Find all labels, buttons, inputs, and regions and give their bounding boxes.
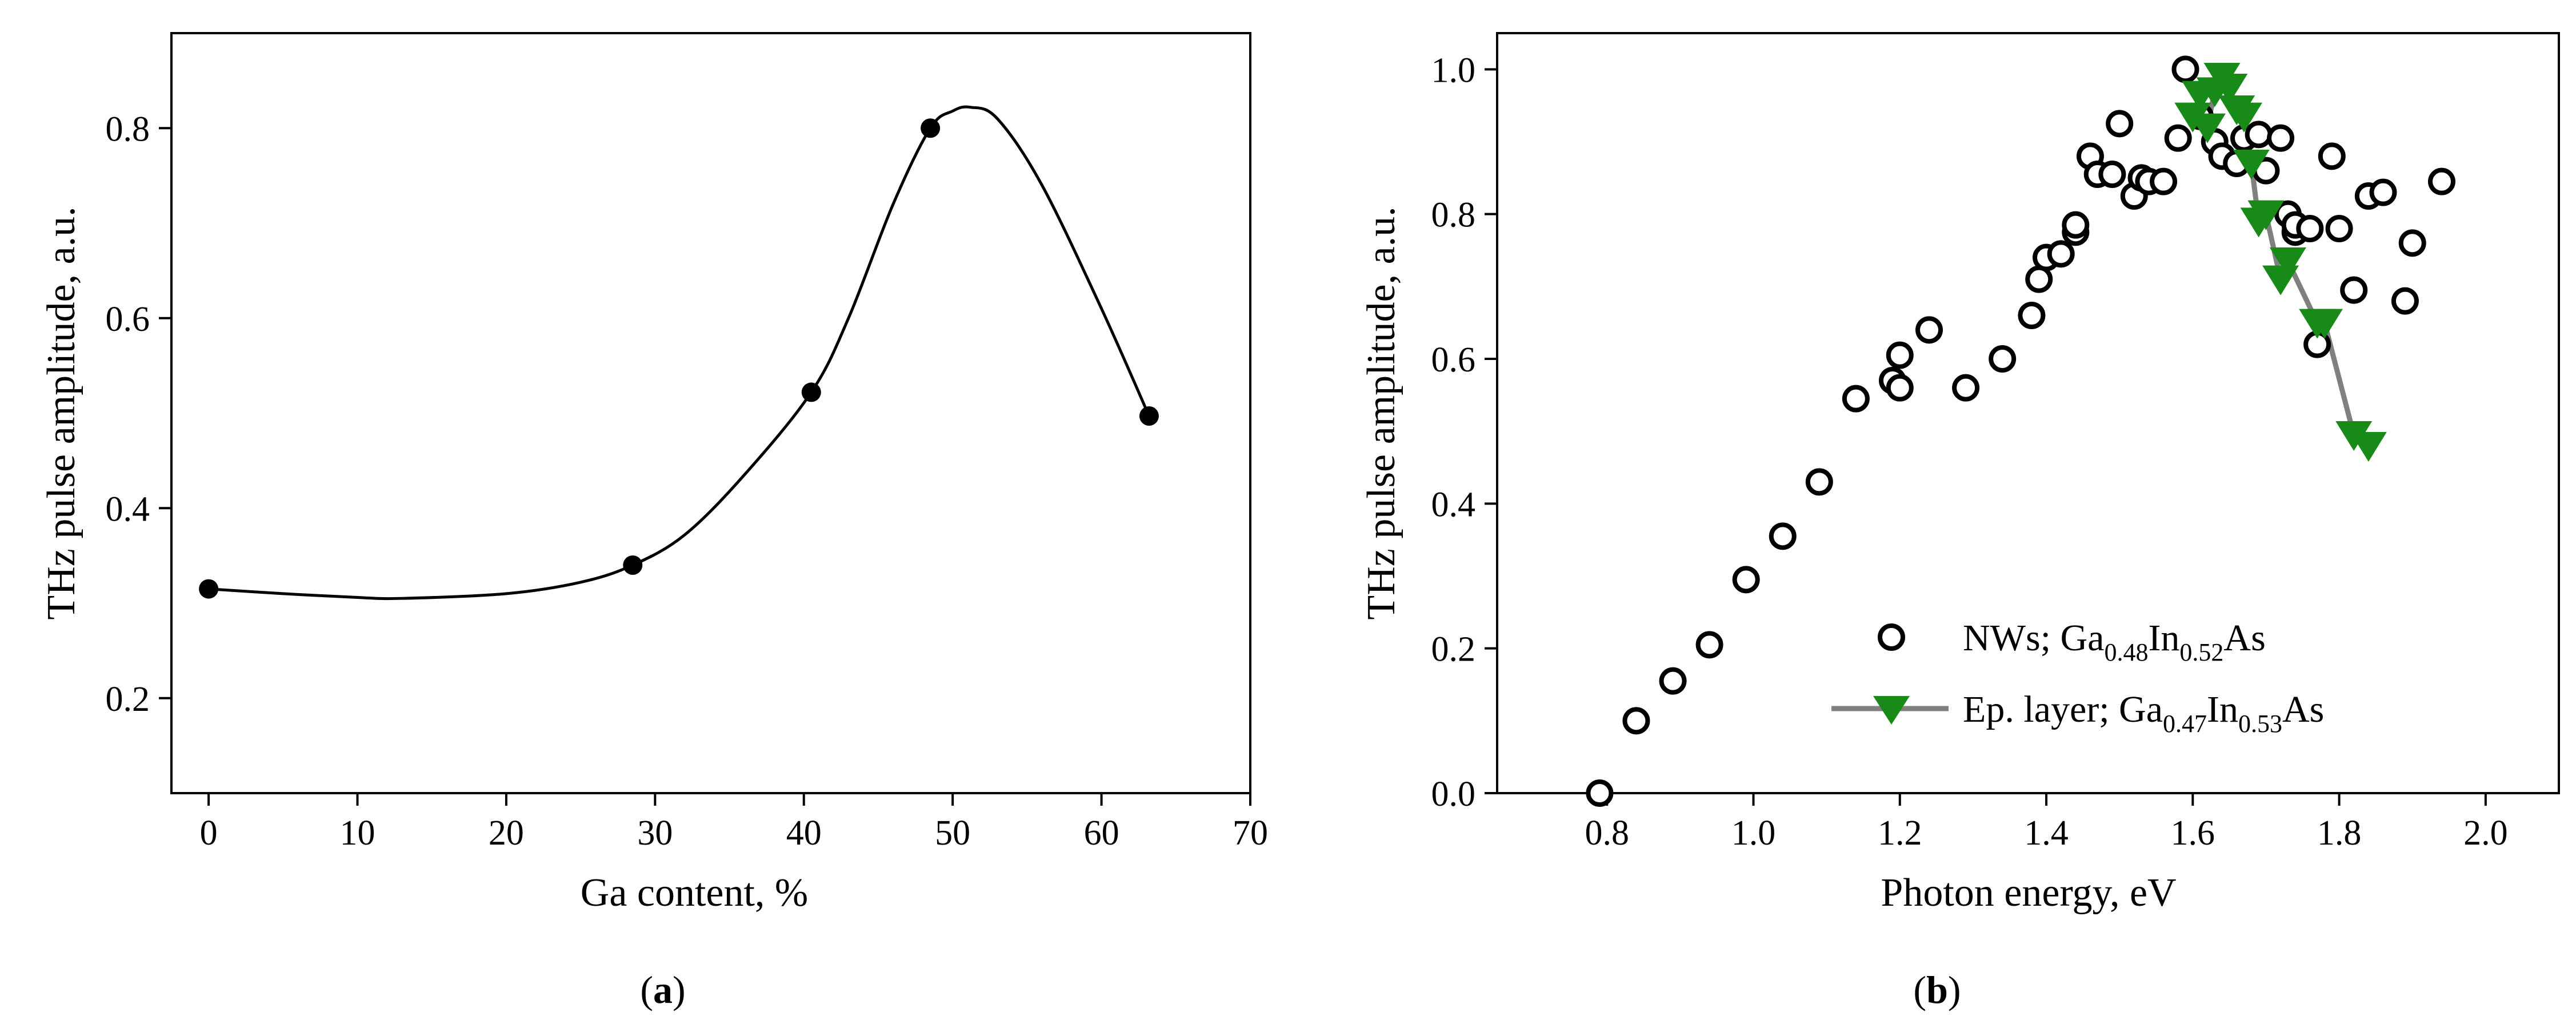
x-axis-label-a: Ga content, % [581,871,808,915]
data-point [1139,406,1159,426]
ep-layer-data-point [2350,432,2387,462]
b-x-tick-label: 1.4 [2024,814,2069,853]
b-x-tick-label: 1.6 [2171,814,2215,853]
nws-data-point [1886,341,1914,369]
nws-data-point [2164,124,2192,152]
b-y-tick-label: 0.0 [1431,775,1476,814]
ep-layer-data-point [2262,265,2299,295]
nws-data-point [2062,211,2090,239]
a-y-tick-label: 0.4 [106,490,150,529]
a-x-tick-label: 20 [489,814,524,853]
nws-data-point [1695,631,1723,659]
ep-layer-data-point [2233,150,2270,179]
plot-frame-b [1496,32,2560,794]
nws-data-point [2018,302,2046,329]
nws-data-point [2150,167,2178,195]
ep-layer-data-point [2306,309,2343,339]
b-y-tick-label: 0.2 [1431,630,1476,669]
axis-ticks-a: 0 10 20 30 40 50 60 70 0.2 0.4 0.6 0.8 [106,110,1269,853]
data-point [623,555,643,575]
nws-data-point [1805,468,1833,496]
legend: NWs; Ga0.48In0.52As Ep. layer; Ga0.47In0… [1831,617,2324,738]
data-point [199,579,219,599]
nws-data-point [1659,667,1687,695]
a-y-tick-label: 0.8 [106,110,150,149]
legend-marker-nws [1878,623,1905,651]
panel-label-b: (b) [1913,968,1961,1011]
nws-data-point [2325,215,2353,242]
nws-data-point [2427,167,2455,195]
data-point [801,382,821,402]
ep-layer-data-point [2189,113,2226,143]
a-x-tick-label: 10 [340,814,375,853]
nws-data-point [2318,142,2346,170]
x-axis-label-b: Photon energy, eV [1881,871,2176,915]
nws-data-point [2171,55,2199,83]
b-y-tick-label: 0.4 [1431,485,1476,524]
nws-data-point [1732,566,1760,594]
nws-data-point [2047,240,2075,268]
a-x-tick-label: 70 [1233,814,1268,853]
legend-marker-ep [1873,696,1910,725]
ep-layer-data-point [2211,74,2248,103]
legend-label-ep: Ep. layer; Ga0.47In0.53As [1963,689,2324,738]
axis-ticks-b: 0.8 1.0 1.2 1.4 1.6 1.8 2.0 0.0 0.2 0.4 0.6 0.8 1.0 [1431,51,2508,853]
nws-data-point [2398,229,2426,257]
legend-label-nws: NWs; Ga0.48In0.52As [1963,617,2266,666]
b-y-tick-label: 1.0 [1431,51,1476,90]
b-x-tick-label: 2.0 [2463,814,2508,853]
ep-layer-data-point [2247,200,2285,230]
y-axis-label-b: THz pulse amplitude, a.u. [1359,206,1403,619]
ep-layer-data-point [2269,247,2306,277]
nws-data-point [1769,522,1797,550]
nws-data-point [2340,276,2368,304]
chart-panel-a: 0 10 20 30 40 50 60 70 0.2 0.4 0.6 0.8 Ga content, … [39,32,1269,1011]
b-x-tick-label: 0.8 [1585,814,1629,853]
b-x-tick-label: 1.8 [2317,814,2362,853]
plot-frame-a [170,32,1251,794]
fit-curve [208,105,1151,601]
a-x-tick-label: 60 [1084,814,1119,853]
a-y-tick-label: 0.6 [106,300,150,339]
a-x-tick-label: 50 [935,814,970,853]
a-y-tick-label: 0.2 [106,680,150,719]
y-axis-label-a: THz pulse amplitude, a.u. [39,206,83,619]
nws-data-point [2267,124,2295,152]
nws-data-point [2296,215,2324,242]
b-y-tick-label: 0.6 [1431,341,1476,379]
nws-data-point [1989,345,2017,373]
b-y-tick-label: 0.8 [1431,196,1476,235]
ep-layer-points [2174,63,2387,462]
nws-data-point [2391,287,2419,315]
nws-data-point [1586,779,1614,807]
a-x-tick-label: 30 [637,814,673,853]
data-point [921,118,941,138]
nws-data-point [1842,385,1870,413]
chart-panel-b: 0.8 1.0 1.2 1.4 1.6 1.8 2.00.00.20.40.60.81.0 … [1359,32,2560,1011]
nws-data-point [1622,707,1650,735]
data-points-a [199,118,1159,599]
nws-data-point [2106,110,2134,138]
nws-data-point [2245,121,2273,149]
nws-data-point [1886,374,1914,402]
b-x-tick-label: 1.0 [1731,814,1776,853]
b-x-tick-label: 1.2 [1878,814,1922,853]
a-x-tick-label: 40 [786,814,822,853]
nws-data-point [2025,265,2053,293]
nws-data-point [1952,374,1980,402]
a-x-tick-label: 0 [200,814,218,853]
ep-layer-data-point [2226,102,2263,133]
nws-data-point [1915,316,1943,344]
panel-label-a: (a) [640,968,685,1011]
nws-data-point [2098,161,2126,188]
nws-data-point [2369,178,2397,206]
